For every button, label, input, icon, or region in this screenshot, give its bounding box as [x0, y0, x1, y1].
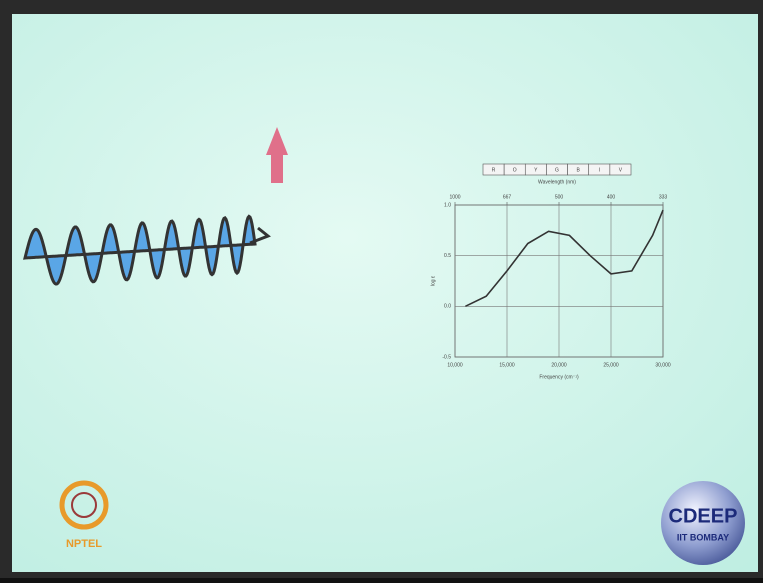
y-tick-label: 0.0 [444, 304, 451, 310]
band-label: R [492, 167, 496, 173]
x2-tick-label: 333 [659, 194, 668, 200]
top-axis-label: Wavelength (nm) [538, 179, 576, 185]
y-tick-label: 0.5 [444, 253, 451, 259]
x2-tick-label: 1000 [449, 194, 460, 200]
x-tick-label: 30,000 [655, 362, 671, 368]
page: NPTEL CDEEP IIT BOMBAY ROYGBIVWavelength… [0, 0, 763, 583]
nptel-text: NPTEL [66, 538, 102, 550]
band-label: O [513, 167, 517, 173]
x-tick-label: 20,000 [551, 362, 567, 368]
slide-frame: NPTEL CDEEP IIT BOMBAY ROYGBIVWavelength… [0, 0, 763, 578]
iitb-text: IIT BOMBAY [677, 532, 729, 542]
y-tick-label: -0.5 [442, 354, 451, 360]
x-tick-label: 25,000 [603, 362, 619, 368]
x2-tick-label: 400 [607, 194, 616, 200]
band-label: I [599, 167, 600, 173]
y-axis-label: log ε [430, 275, 436, 286]
x-axis-label: Frequency (cm⁻¹) [539, 374, 579, 380]
x-tick-label: 15,000 [499, 362, 515, 368]
x-tick-label: 10,000 [447, 362, 463, 368]
x2-tick-label: 500 [555, 194, 564, 200]
slide [12, 14, 758, 572]
x2-tick-label: 667 [503, 194, 512, 200]
y-tick-label: 1.0 [444, 202, 451, 208]
band-label: G [555, 167, 559, 173]
cdeep-text: CDEEP [669, 505, 738, 527]
cdeep-logo: CDEEP IIT BOMBAY [661, 481, 745, 565]
